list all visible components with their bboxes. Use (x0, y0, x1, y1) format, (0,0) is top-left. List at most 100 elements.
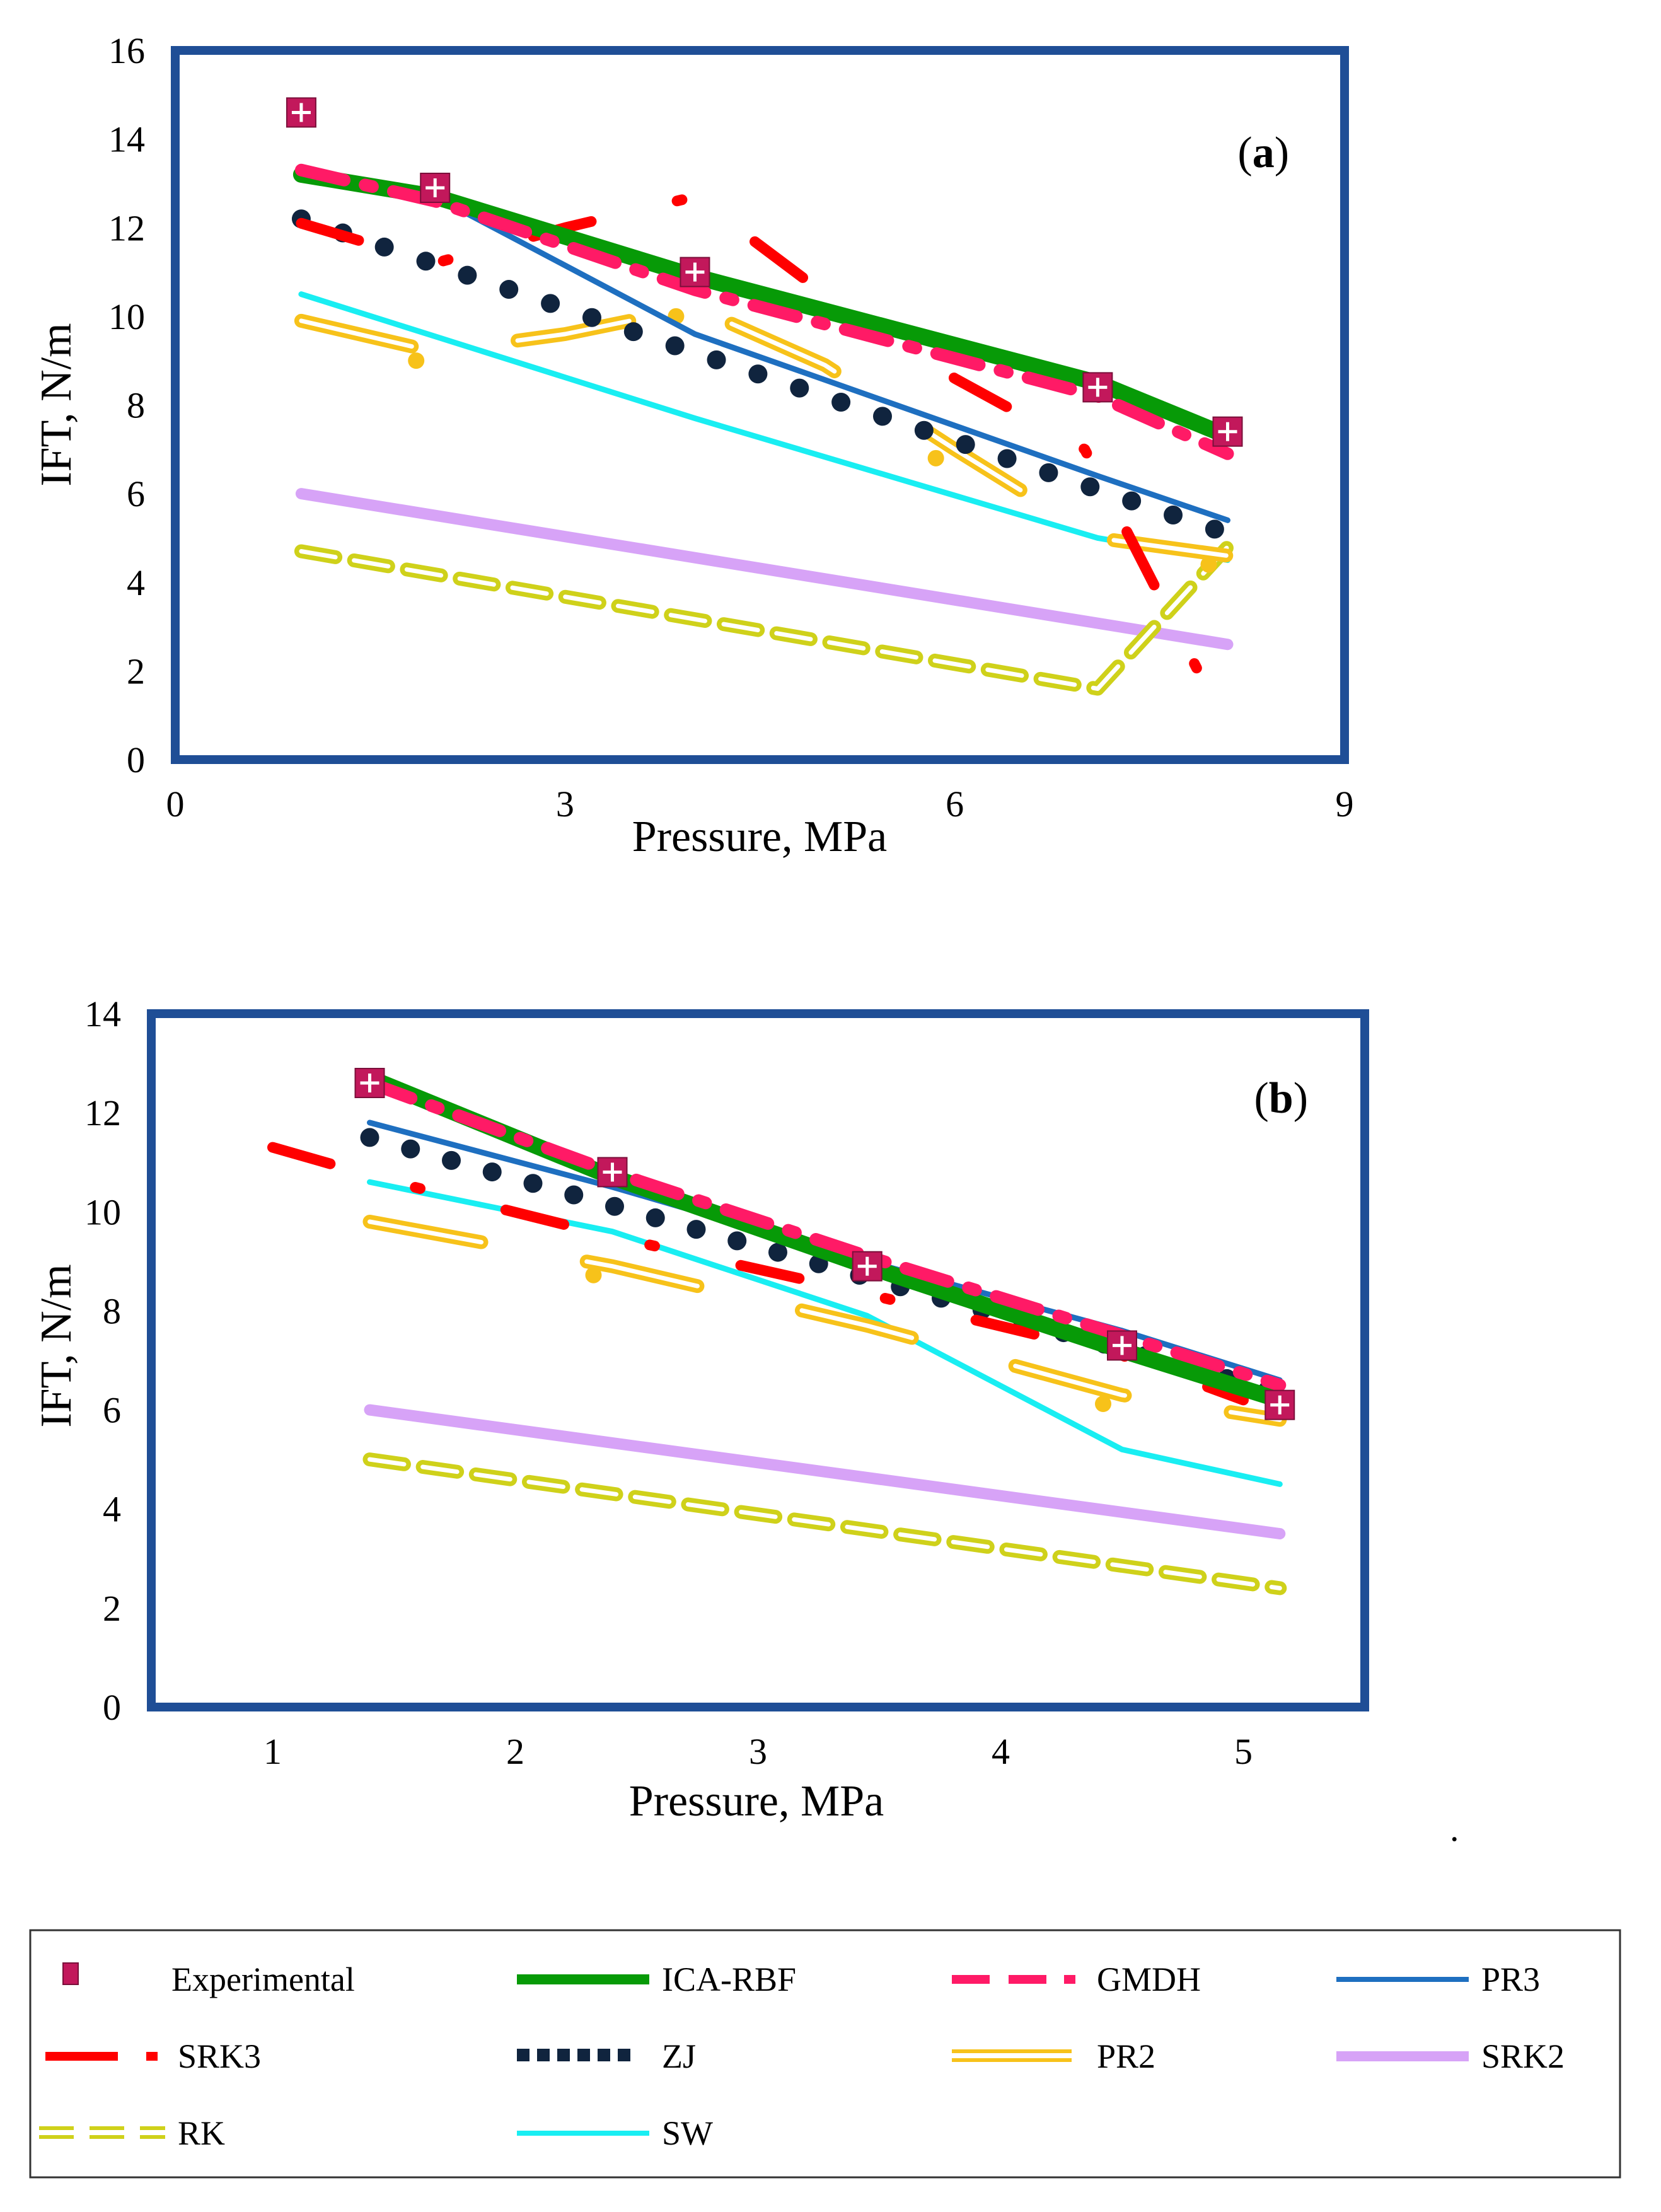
a-pr2-dot-1 (408, 352, 425, 369)
b-zj-dot-2 (442, 1150, 461, 1170)
b-zj-dot-1 (401, 1139, 420, 1159)
b-y-tick-0: 0 (103, 1687, 121, 1728)
b-x-tick-4: 4 (992, 1731, 1010, 1772)
legend-item-pr2: PR2 (952, 2037, 1155, 2075)
legend-label-ica: ICA-RBF (662, 1960, 796, 1998)
b-y-tick-4: 4 (103, 1489, 121, 1530)
b-y-tick-2: 2 (103, 1588, 121, 1629)
legend-zj-dot-4 (598, 2049, 610, 2061)
a-zj-dot-13 (831, 393, 851, 412)
b-exp-point-0 (354, 1068, 385, 1098)
b-series-pr2-inner (368, 1219, 1282, 1422)
b-zj-dot-5 (564, 1185, 584, 1205)
a-zj-dot-15 (914, 420, 934, 440)
a-y-tick-8: 8 (127, 385, 145, 426)
a-zj-dot-12 (790, 378, 809, 398)
panel-b-x-axis-label: Pressure, MPa (629, 1777, 884, 1826)
panel-a-x-tick-labels: 0 3 6 9 (166, 784, 1354, 825)
panel-b-series (267, 1068, 1295, 1595)
legend-item-sw: SW (517, 2114, 713, 2152)
legend-label-sw: SW (662, 2114, 713, 2152)
b-pr2-dot-3 (1095, 1396, 1111, 1412)
a-zj-dot-18 (1039, 463, 1058, 482)
legend-label-pr2: PR2 (1097, 2037, 1155, 2075)
a-y-tick-4: 4 (127, 562, 145, 603)
b-zj-dot-7 (645, 1208, 665, 1227)
legend-item-exp: Experimental (62, 1960, 355, 1998)
a-zj-dot-20 (1122, 491, 1142, 511)
a-y-tick-14: 14 (108, 119, 145, 160)
b-exp-point-1 (597, 1157, 628, 1188)
b-y-tick-14: 14 (84, 993, 121, 1034)
a-zj-dot-7 (582, 308, 601, 327)
legend-item-srk3: SRK3 (45, 2037, 261, 2075)
legend-item-gmdh: GMDH (952, 1960, 1201, 1998)
a-zj-dot-17 (997, 449, 1017, 468)
b-y-tick-10: 10 (84, 1191, 121, 1232)
panel-b-y-tick-labels: 0 2 4 6 8 10 12 14 (84, 993, 121, 1728)
b-zj-dot-3 (482, 1162, 502, 1182)
panel-a-y-tick-labels: 0 2 4 6 8 10 12 14 16 (108, 30, 145, 780)
legend-label-zj: ZJ (662, 2037, 696, 2075)
a-zj-dot-16 (956, 435, 975, 455)
b-exp-point-3 (1107, 1330, 1137, 1361)
b-x-tick-1: 1 (263, 1731, 282, 1772)
a-zj-dot-4 (458, 265, 477, 285)
a-exp-point-0 (286, 97, 316, 128)
b-x-tick-2: 2 (506, 1731, 524, 1772)
panel-b-y-axis-label: IFT, N/m (32, 1264, 81, 1427)
a-zj-dot-5 (499, 280, 519, 299)
b-zj-dot-6 (605, 1196, 624, 1216)
legend-item-ica: ICA-RBF (517, 1960, 796, 1998)
legend-item-zj: ZJ (517, 2037, 696, 2075)
legend-item-rk: RK (39, 2114, 225, 2152)
legend-swatch-exp (62, 1962, 79, 1985)
panel-a-x-axis-label: Pressure, MPa (632, 813, 887, 861)
b-x-tick-3: 3 (749, 1731, 767, 1772)
b-zj-dot-9 (727, 1231, 747, 1251)
b-exp-point-4 (1265, 1389, 1295, 1420)
a-zj-dot-6 (541, 294, 560, 313)
a-y-tick-0: 0 (127, 739, 145, 780)
panel-b-x-tick-labels: 1 2 3 4 5 (263, 1731, 1253, 1772)
legend-item-pr3: PR3 (1336, 1960, 1540, 1998)
legend-zj-dot-0 (517, 2049, 530, 2061)
a-zj-dot-9 (665, 336, 685, 356)
b-zj-dot-10 (768, 1242, 787, 1262)
legend: Experimental ICA-RBF GMDH PR3 SRK3 ZJ PR2 SRK2 R… (29, 1929, 1621, 2179)
a-zj-dot-11 (748, 364, 768, 384)
panel-a-series (286, 97, 1243, 734)
b-series-srk2 (364, 1404, 1286, 1539)
legend-swatch-rk (39, 2126, 165, 2139)
a-exp-point-2 (680, 257, 710, 287)
a-exp-point-1 (420, 172, 451, 203)
b-exp-point-2 (852, 1251, 883, 1282)
legend-swatch-zj (517, 2049, 630, 2061)
a-zj-dot-19 (1080, 477, 1100, 497)
legend-items: Experimental ICA-RBF GMDH PR3 SRK3 ZJ PR2 SRK2 R… (39, 1960, 1565, 2152)
b-y-tick-8: 8 (103, 1290, 121, 1331)
a-y-tick-12: 12 (108, 207, 145, 248)
b-zj-dot-8 (686, 1220, 706, 1239)
chart-panel-a: 0 2 4 6 8 10 12 14 16 0 3 6 9 (a) Pressure, MPa IFT… (32, 30, 1354, 861)
a-series-pr2-markers (408, 308, 1217, 573)
b-y-tick-6: 6 (103, 1390, 121, 1431)
a-exp-point-4 (1212, 416, 1243, 447)
legend-label-gmdh: GMDH (1097, 1960, 1201, 1998)
legend-label-srk3: SRK3 (178, 2037, 261, 2075)
b-pr2-dot-1 (585, 1266, 602, 1283)
a-y-tick-10: 10 (108, 296, 145, 337)
a-zj-dot-10 (707, 350, 726, 369)
a-exp-point-3 (1082, 372, 1113, 403)
a-series-pr2-inner (299, 305, 1230, 559)
b-zj-dot-0 (360, 1128, 379, 1147)
panel-a-y-axis-label: IFT, N/m (32, 323, 81, 486)
a-zj-dot-8 (623, 322, 643, 342)
legend-zj-dot-1 (537, 2049, 550, 2061)
a-x-tick-0: 0 (166, 784, 185, 825)
a-zj-dot-2 (374, 237, 394, 257)
legend-label-exp: Experimental (171, 1960, 355, 1998)
b-series-gmdh (363, 1077, 1287, 1392)
